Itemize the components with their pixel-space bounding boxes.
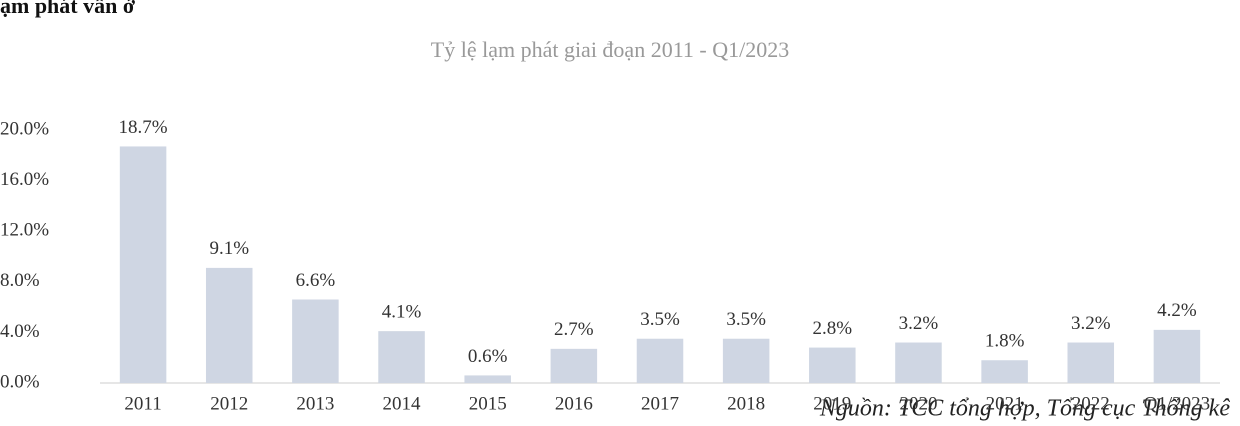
x-tick-label: 2012 <box>210 393 248 414</box>
data-label: 2.7% <box>554 319 594 340</box>
bar <box>205 267 253 383</box>
bar <box>1067 342 1115 383</box>
x-tick-label: 2011 <box>124 393 161 414</box>
data-label: 4.2% <box>1157 300 1197 321</box>
bar <box>292 299 339 383</box>
data-label: 6.6% <box>296 270 336 291</box>
bar <box>981 360 1028 383</box>
x-tick-label: 2017 <box>641 393 679 414</box>
bar <box>722 338 770 383</box>
data-label: 3.5% <box>726 309 766 330</box>
data-label: 3.2% <box>899 313 939 334</box>
data-label: 3.2% <box>1071 313 1111 334</box>
x-tick-label: 2021 <box>986 393 1024 414</box>
y-tick-label: 16.0% <box>0 169 49 190</box>
data-label: 18.7% <box>119 117 168 138</box>
x-tick-label: 2019 <box>813 393 851 414</box>
y-tick-label: 8.0% <box>0 270 40 291</box>
bar <box>809 347 856 383</box>
data-label: 9.1% <box>209 238 249 259</box>
x-tick-label: 2020 <box>899 393 937 414</box>
bar <box>636 338 684 383</box>
bar <box>464 375 511 383</box>
x-tick-label: Q1/2023 <box>1144 393 1211 414</box>
heading: ạm phát vẫn ở <box>0 0 136 18</box>
data-label: 1.8% <box>985 331 1025 352</box>
x-tick-label: 2018 <box>727 393 765 414</box>
y-tick-label: 4.0% <box>0 321 40 342</box>
x-tick-label: 2015 <box>469 393 507 414</box>
bar <box>1153 329 1201 383</box>
x-tick-label: 2014 <box>383 393 422 414</box>
data-label: 4.1% <box>382 301 422 322</box>
source: Nguồn: TCC tổng hợp, Tổng cục Thống kê <box>819 396 1230 422</box>
data-label: 3.5% <box>640 309 680 330</box>
data-label: 2.8% <box>813 318 853 339</box>
bar <box>119 146 167 383</box>
data-label: 0.6% <box>468 346 508 367</box>
bar <box>378 331 425 383</box>
y-tick-label: 20.0% <box>0 118 49 139</box>
y-tick-label: 0.0% <box>0 371 40 392</box>
bar <box>550 348 598 383</box>
y-tick-label: 12.0% <box>0 220 49 241</box>
x-tick-label: 2013 <box>296 393 334 414</box>
chart-title: Tỷ lệ lạm phát giai đoạn 2011 - Q1/2023 <box>431 37 789 62</box>
x-tick-label: 2022 <box>1072 393 1110 414</box>
bar <box>895 342 942 383</box>
x-tick-label: 2016 <box>555 393 593 414</box>
